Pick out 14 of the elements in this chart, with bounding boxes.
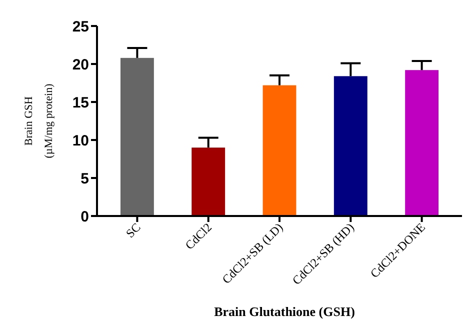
y-tick-label: 5 [80,170,89,188]
y-tick-label: 15 [72,94,89,112]
y-tick-label: 0 [80,208,89,226]
bar [192,148,226,216]
bar [262,85,296,216]
x-axis-title: Brain Glutathione (GSH) [214,304,355,319]
y-tick-label: 10 [72,132,89,150]
bar [405,70,439,216]
bar [334,76,368,216]
y-tick-label: 25 [72,18,89,36]
bar [120,58,154,216]
x-tick-label: SC [123,220,144,241]
y-tick-label: 20 [72,56,89,74]
y-axis-title: Brain GSH (µM/mg protein) [23,83,55,158]
